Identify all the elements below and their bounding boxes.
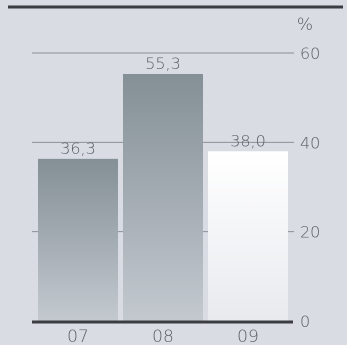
x-tick-label-09: 09 — [237, 327, 259, 345]
y-tick-label-40: 40 — [300, 133, 320, 152]
x-tick-label-07: 07 — [67, 327, 89, 345]
y-tick-label-60: 60 — [300, 44, 320, 63]
bar-07 — [38, 158, 118, 321]
value-label-09: 38,0 — [230, 131, 266, 150]
y-unit-label: % — [297, 15, 313, 35]
x-tick-label-08: 08 — [152, 327, 174, 345]
bar-09 — [208, 151, 288, 321]
bar-08 — [123, 73, 203, 321]
value-label-08: 55,3 — [145, 54, 181, 73]
y-tick-label-0: 0 — [300, 312, 310, 331]
value-label-07: 36,3 — [60, 139, 96, 158]
y-tick-label-20: 20 — [300, 223, 320, 242]
